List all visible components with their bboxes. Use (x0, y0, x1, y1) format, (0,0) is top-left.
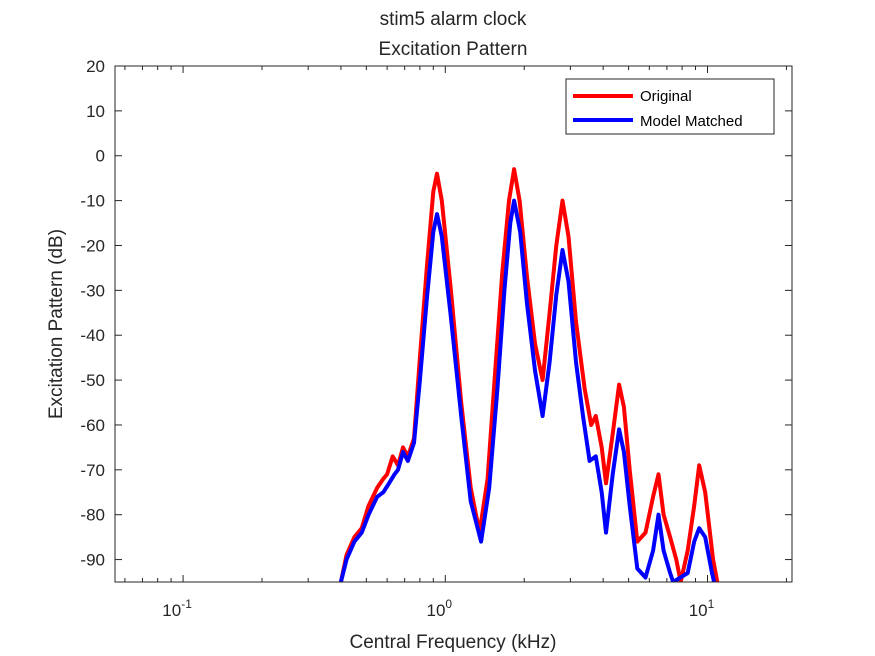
x-tick-label: 100 (426, 597, 452, 620)
x-tick-label: 10-1 (162, 597, 192, 620)
y-tick-label: -30 (80, 281, 105, 300)
y-tick-label: -70 (80, 461, 105, 480)
y-tick-label: 20 (86, 57, 105, 76)
legend-label-model-matched: Model Matched (640, 113, 743, 130)
y-tick-label: 10 (86, 102, 105, 121)
legend-box (565, 78, 775, 135)
y-tick-label: -60 (80, 416, 105, 435)
y-tick-label: -10 (80, 192, 105, 211)
chart-subtitle: Excitation Pattern (379, 39, 528, 60)
x-axis-label: Central Frequency (kHz) (350, 632, 557, 653)
legend: Original Model Matched (565, 78, 775, 135)
y-tick-label: -90 (80, 551, 105, 570)
y-tick-label: -50 (80, 371, 105, 390)
series-line-model-matched (338, 198, 717, 582)
y-tick-label: -80 (80, 506, 105, 525)
x-tick-label: 101 (689, 597, 715, 620)
legend-label-original: Original (640, 88, 692, 105)
data-lines (338, 167, 720, 582)
y-tick-label: 0 (96, 147, 105, 166)
y-tick-label: -40 (80, 326, 105, 345)
y-tick-label: -20 (80, 236, 105, 255)
chart-title: stim5 alarm clock (380, 9, 527, 30)
plot-frame (114, 65, 793, 583)
y-axis-label: Excitation Pattern (dB) (46, 229, 67, 419)
